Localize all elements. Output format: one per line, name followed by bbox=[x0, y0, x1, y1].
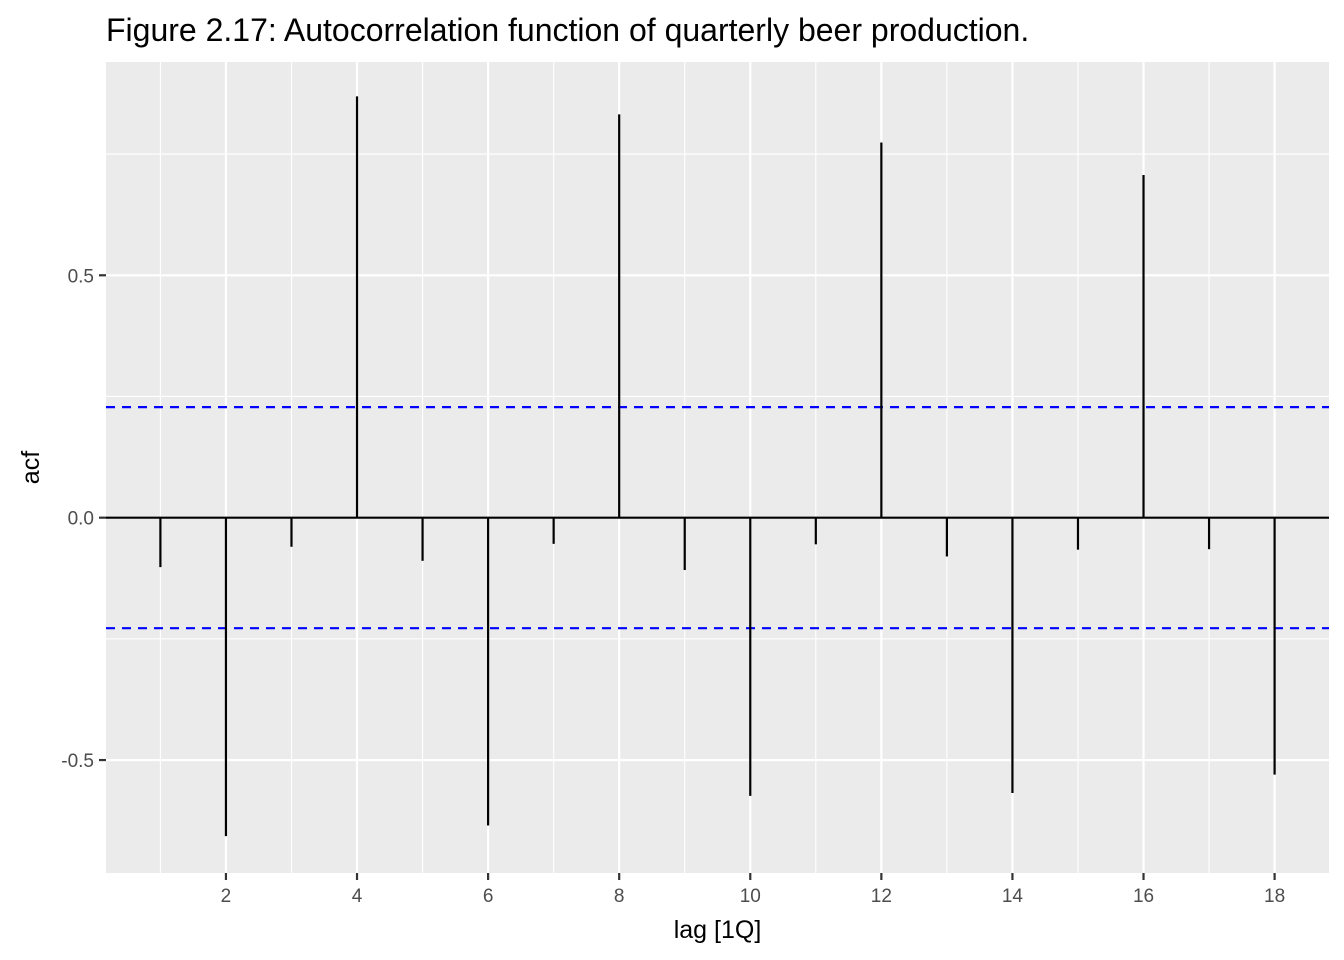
chart-title: Figure 2.17: Autocorrelation function of… bbox=[106, 12, 1029, 48]
plot-panel bbox=[106, 62, 1329, 873]
x-tick-label: 18 bbox=[1264, 886, 1285, 907]
x-tick-label: 2 bbox=[221, 886, 232, 907]
x-tick-label: 16 bbox=[1133, 886, 1154, 907]
y-tick-label: 0.5 bbox=[68, 266, 94, 287]
minor-grid bbox=[106, 62, 1329, 873]
confidence-bounds bbox=[106, 406, 1329, 630]
y-tick-label: -0.5 bbox=[61, 751, 94, 772]
y-axis-ticks: -0.5 0.0 0.5 bbox=[61, 266, 106, 772]
x-tick-label: 10 bbox=[740, 886, 761, 907]
x-axis-ticks: 2 4 6 8 10 12 14 16 18 bbox=[221, 873, 1285, 907]
x-axis-title: lag [1Q] bbox=[674, 916, 762, 944]
y-axis-title: acf bbox=[17, 451, 45, 484]
x-tick-label: 14 bbox=[1002, 886, 1024, 907]
x-tick-label: 12 bbox=[871, 886, 892, 907]
x-tick-label: 8 bbox=[614, 886, 625, 907]
acf-bars bbox=[159, 96, 1276, 837]
x-tick-label: 6 bbox=[483, 886, 494, 907]
x-tick-label: 4 bbox=[352, 886, 363, 907]
y-tick-label: 0.0 bbox=[68, 509, 94, 530]
